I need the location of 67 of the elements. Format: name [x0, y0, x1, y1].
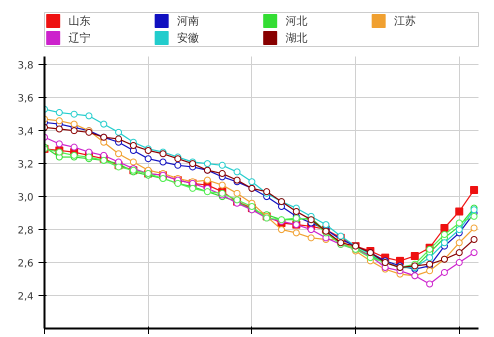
point: [100, 120, 108, 128]
point: [440, 231, 448, 238]
point: [70, 127, 78, 134]
legend-label: 河北: [285, 14, 308, 28]
point: [234, 190, 241, 197]
point: [204, 160, 211, 168]
point: [70, 144, 78, 151]
point: [144, 155, 152, 162]
legend-label: 辽宁: [68, 32, 90, 44]
point: [456, 249, 463, 256]
point: [56, 148, 63, 156]
point: [410, 252, 419, 260]
point: [115, 128, 122, 136]
point: [470, 224, 478, 232]
point: [248, 178, 256, 186]
point: [440, 239, 448, 246]
point: [218, 162, 226, 169]
point: [292, 208, 300, 215]
legend-label: 山东: [68, 14, 90, 28]
point: [456, 226, 463, 234]
point: [174, 162, 182, 169]
point: [218, 182, 226, 189]
point: [426, 254, 434, 262]
point: [204, 176, 211, 184]
point: [130, 158, 137, 166]
y-tick-label: 2,6: [18, 258, 34, 270]
legend-label: 河南: [176, 14, 199, 28]
point: [115, 135, 122, 142]
point: [440, 268, 448, 276]
point: [470, 186, 478, 194]
point: [426, 280, 434, 288]
y-tick-label: 3,0: [18, 192, 34, 204]
y-tick-label: 2,8: [18, 226, 34, 237]
point: [426, 267, 434, 274]
point: [218, 170, 226, 178]
point: [160, 158, 166, 166]
point: [308, 226, 315, 234]
point: [278, 226, 285, 234]
y-tick-label: 3,2: [18, 160, 34, 171]
point: [456, 220, 463, 226]
y-tick-label: 3,6: [18, 94, 34, 105]
point: [456, 239, 463, 246]
point: [470, 236, 478, 243]
point: [292, 229, 300, 236]
point: [85, 112, 92, 120]
point: [70, 110, 78, 118]
point: [308, 234, 315, 242]
legend-label: 湖北: [285, 32, 308, 44]
point: [56, 140, 63, 148]
y-tick-label: 2,4: [18, 292, 34, 303]
legend-label: 江苏: [394, 14, 416, 28]
point: [70, 120, 78, 128]
point: [322, 221, 330, 228]
point: [234, 168, 241, 176]
point: [470, 212, 478, 220]
point: [56, 109, 63, 116]
point: [115, 150, 122, 158]
point: [130, 142, 137, 150]
point: [470, 249, 478, 256]
y-tick-label: 3,8: [18, 60, 34, 72]
point: [455, 207, 464, 216]
y-tick-label: 3,4: [18, 126, 34, 138]
point: [440, 224, 448, 232]
legend-label: 安徽: [176, 32, 199, 44]
point: [56, 126, 63, 133]
point: [456, 259, 463, 266]
point: [56, 117, 63, 124]
